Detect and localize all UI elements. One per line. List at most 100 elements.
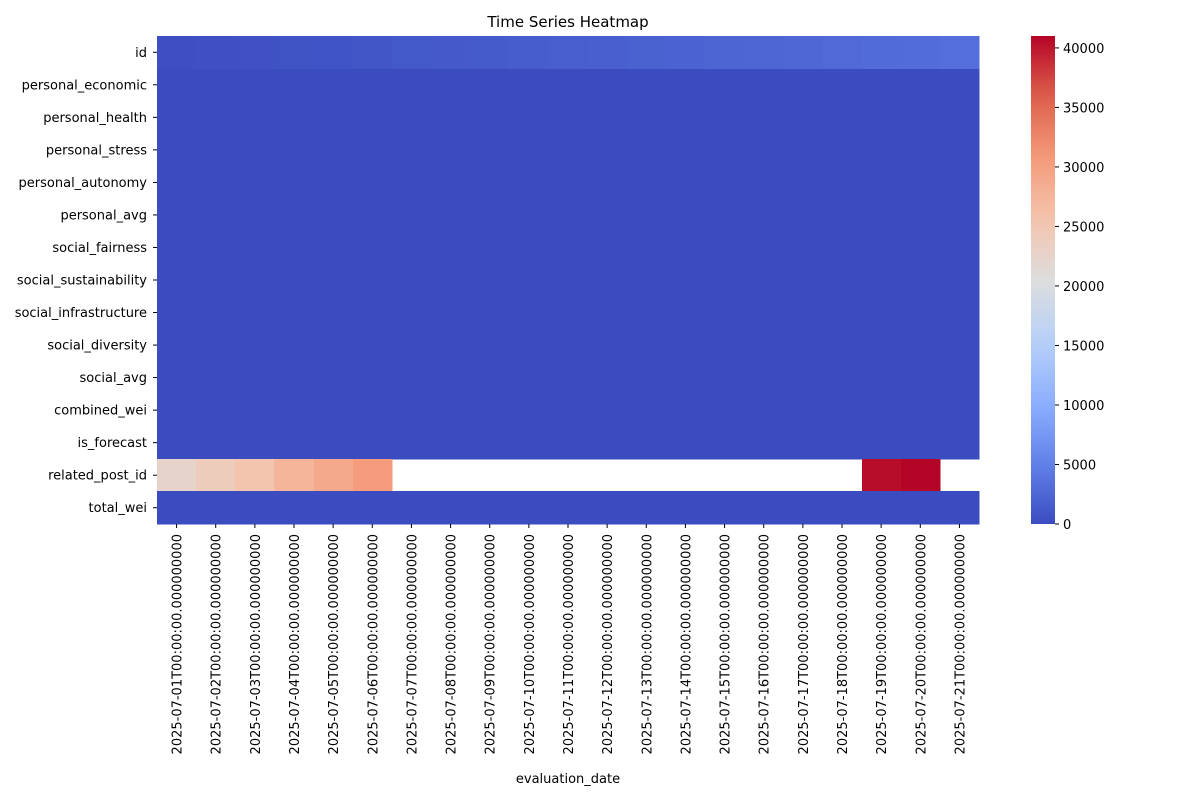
row-label: social_diversity — [47, 339, 147, 354]
heatmap-cells — [157, 36, 980, 525]
heatmap-cell — [627, 231, 667, 265]
heatmap-cell — [314, 134, 354, 167]
heatmap-cell — [196, 329, 236, 362]
heatmap-cell — [157, 296, 197, 330]
heatmap-cell — [314, 69, 354, 102]
heatmap-cell — [940, 264, 980, 297]
column-label: 2025-07-11T00:00:00.000000000 — [562, 534, 577, 754]
heatmap-cell — [235, 166, 275, 200]
heatmap-cell — [901, 264, 941, 297]
heatmap-cell — [822, 264, 863, 297]
heatmap-cell — [314, 491, 354, 525]
heatmap-cell — [588, 166, 628, 200]
heatmap-cell — [353, 426, 393, 460]
heatmap-cell — [392, 296, 432, 330]
heatmap-cell — [940, 69, 980, 102]
heatmap-cell — [666, 491, 706, 525]
column-label: 2025-07-08T00:00:00.000000000 — [445, 534, 460, 754]
heatmap-cell — [353, 459, 393, 492]
heatmap-cell — [235, 426, 275, 460]
heatmap-cell — [353, 134, 393, 167]
heatmap-cell — [353, 264, 393, 297]
heatmap-cell — [705, 36, 745, 70]
heatmap-cell — [235, 296, 275, 330]
heatmap-cell — [588, 134, 628, 167]
heatmap-cell — [940, 166, 980, 200]
heatmap-cell — [196, 394, 236, 427]
heatmap-cell — [392, 101, 432, 135]
heatmap-cell — [744, 231, 784, 265]
heatmap-cell — [588, 199, 628, 232]
heatmap-cell — [588, 69, 628, 102]
heatmap-cell — [588, 394, 628, 427]
heatmap-cell — [509, 199, 549, 232]
heatmap-cell — [783, 199, 823, 232]
heatmap-cell — [705, 394, 745, 427]
heatmap-cell — [666, 134, 706, 167]
heatmap-cell — [744, 491, 784, 525]
heatmap-cell — [588, 231, 628, 265]
heatmap-cell — [940, 329, 980, 362]
heatmap-cell — [314, 296, 354, 330]
colorbar-tick-label: 30000 — [1063, 161, 1104, 176]
heatmap-cell — [314, 231, 354, 265]
row-label: social_fairness — [52, 241, 147, 256]
heatmap-cell — [392, 329, 432, 362]
heatmap-cell — [627, 296, 667, 330]
heatmap-cell — [196, 199, 236, 232]
heatmap-cell — [666, 199, 706, 232]
heatmap-cell — [901, 361, 941, 395]
heatmap-cell — [235, 199, 275, 232]
heatmap-cell — [666, 329, 706, 362]
heatmap-cell — [470, 361, 510, 395]
heatmap-cell — [588, 296, 628, 330]
heatmap-cell — [314, 199, 354, 232]
heatmap-cell — [548, 231, 589, 265]
heatmap-cell — [392, 264, 432, 297]
heatmap-cell — [431, 361, 471, 395]
heatmap-cell — [588, 36, 628, 70]
heatmap-cell — [274, 36, 315, 70]
heatmap-cell — [157, 394, 197, 427]
row-label: personal_stress — [46, 143, 147, 158]
row-label: personal_avg — [60, 208, 147, 223]
heatmap-cell — [548, 394, 589, 427]
heatmap-cell — [666, 264, 706, 297]
heatmap-cell — [627, 69, 667, 102]
heatmap-cell — [862, 426, 902, 460]
heatmap-cell — [627, 426, 667, 460]
heatmap-cell — [744, 69, 784, 102]
heatmap-cell — [431, 231, 471, 265]
column-label: 2025-07-01T00:00:00.000000000 — [171, 534, 186, 754]
colorbar-tick-label: 25000 — [1063, 220, 1104, 235]
heatmap-cell — [548, 491, 589, 525]
heatmap-cell — [666, 69, 706, 102]
heatmap-cell — [353, 36, 393, 70]
x-axis-label: evaluation_date — [516, 772, 620, 787]
heatmap-cell — [666, 394, 706, 427]
heatmap-cell — [274, 231, 315, 265]
heatmap-cell — [666, 231, 706, 265]
heatmap-cell — [157, 329, 197, 362]
heatmap-cell — [940, 491, 980, 525]
colorbar-tick-label: 0 — [1063, 518, 1071, 533]
heatmap-cell — [666, 36, 706, 70]
heatmap-cell — [470, 166, 510, 200]
heatmap-cell — [196, 231, 236, 265]
heatmap-cell — [588, 101, 628, 135]
colorbar-tick-label: 40000 — [1063, 42, 1104, 57]
heatmap-cell — [353, 394, 393, 427]
heatmap-cell — [157, 134, 197, 167]
heatmap-cell — [274, 296, 315, 330]
heatmap-cell — [353, 69, 393, 102]
heatmap-cell — [314, 101, 354, 135]
column-label: 2025-07-05T00:00:00.000000000 — [327, 534, 342, 754]
heatmap-cell — [705, 361, 745, 395]
colorbar-gradient — [1031, 36, 1055, 524]
heatmap-cell — [744, 296, 784, 330]
heatmap-cell — [157, 69, 197, 102]
heatmap-cell — [431, 264, 471, 297]
heatmap-cell — [862, 166, 902, 200]
heatmap-cell — [235, 459, 275, 492]
heatmap-cell — [901, 166, 941, 200]
